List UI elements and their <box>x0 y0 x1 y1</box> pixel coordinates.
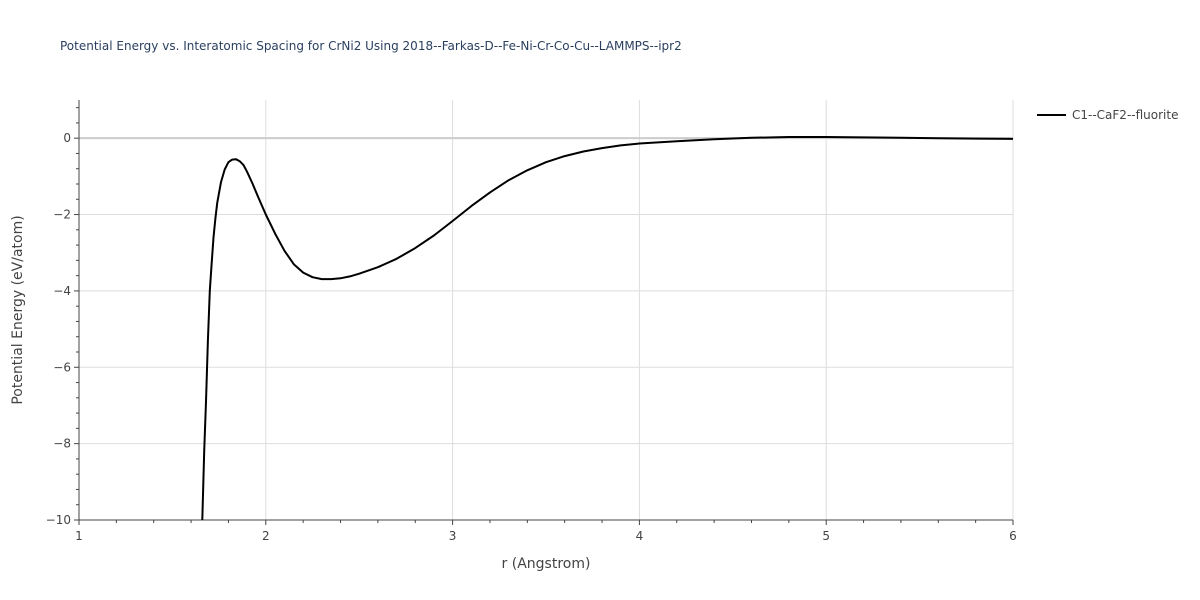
x-tick-label: 2 <box>262 529 270 543</box>
axes: 1 2 3 4 5 6 −10 −8 −6 −4 −2 0 <box>46 100 1017 543</box>
x-axis-title: r (Angstrom) <box>502 556 591 572</box>
y-tick-label: −8 <box>53 437 71 451</box>
y-tick-label: −10 <box>46 513 71 527</box>
x-tick-label: 3 <box>449 529 457 543</box>
y-tick-label: −2 <box>53 208 71 222</box>
y-axis-title: Potential Energy (eV/atom) <box>10 215 26 404</box>
chart-title: Potential Energy vs. Interatomic Spacing… <box>60 39 682 53</box>
y-tick-label: 0 <box>63 131 71 145</box>
legend[interactable]: C1--CaF2--fluorite <box>1037 108 1178 122</box>
x-tick-label: 5 <box>822 529 830 543</box>
x-tick-label: 4 <box>636 529 644 543</box>
y-tick-label: −6 <box>53 360 71 374</box>
y-tick-label: −4 <box>53 284 71 298</box>
series-line <box>201 136 1014 521</box>
plot-area <box>201 136 1014 521</box>
x-tick-label: 6 <box>1009 529 1017 543</box>
legend-label: C1--CaF2--fluorite <box>1072 108 1178 122</box>
x-tick-label: 1 <box>75 529 83 543</box>
